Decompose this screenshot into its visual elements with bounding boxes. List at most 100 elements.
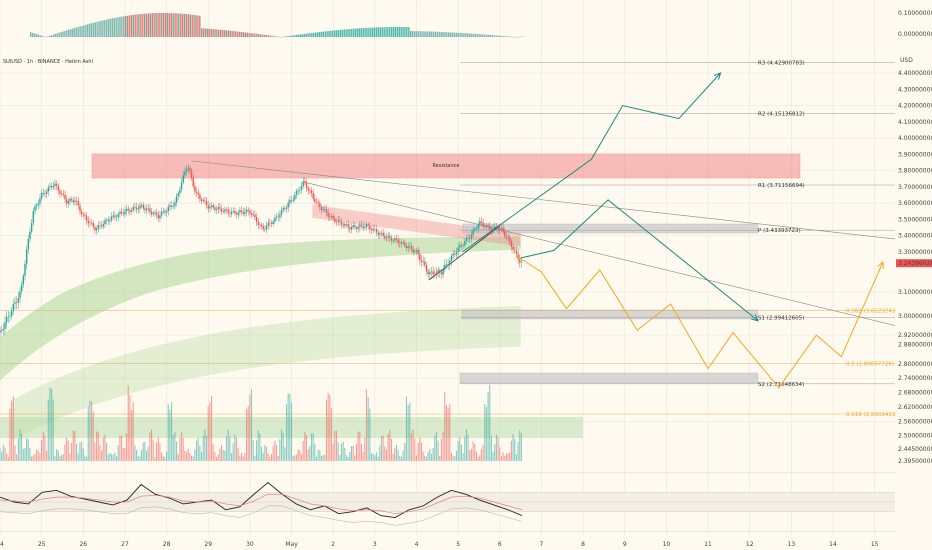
oscillator-bar bbox=[436, 31, 438, 37]
oscillator-bar bbox=[516, 36, 518, 38]
price-tick: 4.40000000 bbox=[898, 70, 932, 77]
oscillator-bar bbox=[161, 13, 163, 37]
candle-body bbox=[422, 261, 424, 263]
volume-bar bbox=[71, 442, 73, 461]
candle-body bbox=[325, 209, 328, 213]
candle-body bbox=[44, 192, 46, 194]
candle-body bbox=[357, 227, 359, 229]
candle-body bbox=[332, 215, 334, 219]
volume-bar bbox=[22, 448, 24, 461]
candle-body bbox=[112, 215, 114, 217]
volume-bar bbox=[66, 437, 68, 461]
volume-bar bbox=[134, 445, 136, 461]
volume-bar bbox=[27, 439, 29, 461]
oscillator-bar bbox=[35, 34, 38, 37]
time-tick: 10 bbox=[663, 541, 671, 548]
volume-bar bbox=[36, 449, 38, 461]
volume-bar bbox=[151, 429, 153, 461]
volume-bar bbox=[485, 406, 487, 461]
volume-bar bbox=[264, 445, 266, 461]
volume-bar bbox=[197, 437, 199, 461]
volume-bar bbox=[16, 454, 18, 461]
candle-body bbox=[337, 220, 339, 223]
oscillator-bar bbox=[278, 36, 281, 38]
volume-bar bbox=[21, 433, 23, 461]
pivot-zone-0 bbox=[462, 223, 759, 234]
volume-bar bbox=[352, 445, 354, 461]
volume-bar bbox=[149, 432, 151, 461]
volume-bar bbox=[49, 387, 51, 461]
candle-body bbox=[67, 201, 70, 204]
candle-body bbox=[74, 200, 76, 203]
candle-body bbox=[424, 261, 426, 266]
candle-body bbox=[459, 245, 461, 248]
long-ma-ribbon bbox=[0, 236, 521, 381]
candle-body bbox=[302, 181, 304, 187]
time-tick: 8 bbox=[581, 541, 585, 548]
oscillator-bar bbox=[66, 30, 68, 37]
oscillator-bar bbox=[364, 27, 366, 37]
volume-bar bbox=[200, 451, 203, 461]
candle-body bbox=[59, 190, 61, 194]
volume-bar bbox=[417, 443, 419, 461]
volume-bar bbox=[9, 408, 11, 461]
volume-bar bbox=[397, 449, 399, 461]
volume-bar bbox=[389, 430, 391, 461]
oscillator-bar bbox=[96, 21, 98, 37]
time-tick: 4 bbox=[415, 541, 419, 548]
volume-bar bbox=[270, 454, 273, 461]
volume-bar bbox=[184, 450, 186, 461]
volume-bar bbox=[359, 431, 361, 461]
candle-body bbox=[432, 271, 434, 275]
volume-bar bbox=[64, 444, 66, 461]
time-tick: 28 bbox=[163, 541, 171, 548]
oscillator-bar bbox=[294, 35, 296, 37]
oscillator-bar bbox=[505, 36, 507, 37]
volume-bar bbox=[297, 449, 299, 461]
oscillator-bar bbox=[415, 31, 418, 37]
volume-bar bbox=[439, 455, 441, 461]
chart-title: SUIUSD · 1h · BINANCE · Heikin Ashi bbox=[3, 59, 93, 65]
volume-bar bbox=[325, 400, 328, 461]
candle-body bbox=[70, 198, 73, 201]
oscillator-bar bbox=[164, 13, 167, 38]
candle-body bbox=[430, 271, 433, 273]
candle-body bbox=[29, 231, 31, 239]
oscillator-bar bbox=[381, 27, 383, 37]
candle-body bbox=[135, 207, 138, 210]
volume-bar bbox=[152, 439, 154, 461]
candle-body bbox=[85, 216, 88, 221]
volume-bar bbox=[87, 406, 89, 461]
volume-bar bbox=[209, 402, 211, 461]
oscillator-bar bbox=[102, 20, 104, 37]
volume-bar bbox=[294, 455, 296, 461]
volume-bar bbox=[259, 433, 261, 461]
candle-body bbox=[174, 202, 176, 207]
volume-bar bbox=[24, 448, 26, 461]
volume-bar bbox=[162, 455, 164, 461]
volume-bar bbox=[432, 448, 434, 461]
candle-body bbox=[149, 208, 151, 212]
volume-bar bbox=[339, 455, 341, 461]
candle-body bbox=[80, 211, 83, 215]
oscillator-bar bbox=[277, 36, 279, 38]
volume-bar bbox=[144, 441, 146, 461]
candle-body bbox=[465, 238, 468, 242]
candle-body bbox=[482, 222, 484, 227]
oscillator-bar bbox=[265, 35, 267, 37]
oscillator-bar bbox=[311, 32, 313, 37]
candle-body bbox=[247, 209, 249, 211]
candle-body bbox=[127, 208, 129, 210]
oscillator-bar bbox=[168, 13, 171, 37]
volume-bar bbox=[210, 395, 213, 461]
oscillator-bar bbox=[43, 36, 45, 37]
candle-body bbox=[464, 241, 466, 246]
candle-body bbox=[397, 239, 399, 243]
candle-body bbox=[484, 226, 486, 228]
volume-bar bbox=[237, 448, 239, 461]
oscillator-bar bbox=[506, 36, 509, 37]
volume-bar bbox=[187, 448, 189, 461]
candle-body bbox=[254, 214, 256, 218]
candle-body bbox=[154, 212, 156, 214]
